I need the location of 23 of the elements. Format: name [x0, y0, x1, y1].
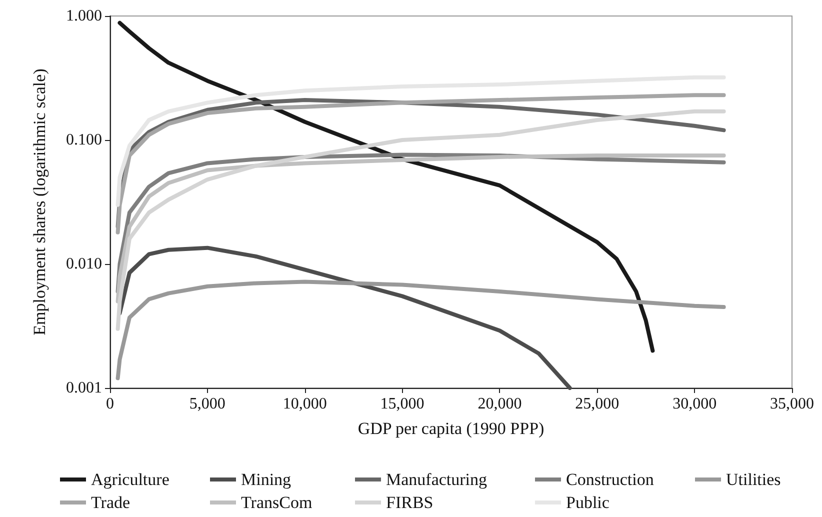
x-tick-label: 5,000 — [189, 396, 226, 412]
legend-label: Trade — [91, 493, 130, 512]
legend-label: Utilities — [726, 470, 781, 489]
legend-label: Construction — [566, 470, 654, 489]
x-tick-label: 30,000 — [672, 396, 717, 412]
legend-label: Mining — [241, 470, 292, 489]
legend-label: Manufacturing — [386, 470, 488, 489]
y-tick-label: 0.010 — [66, 256, 102, 272]
x-tick-label: 10,000 — [282, 396, 327, 412]
x-tick-label: 0 — [106, 396, 114, 412]
x-tick-label: 25,000 — [575, 396, 620, 412]
legend-label: Public — [566, 493, 610, 512]
y-tick-label: 0.100 — [66, 132, 102, 148]
x-tick-label: 20,000 — [478, 396, 522, 412]
legend-label: TransCom — [241, 493, 312, 512]
x-tick-label: 35,000 — [770, 396, 814, 412]
legend-label: Agriculture — [91, 470, 170, 489]
x-axis-title: GDP per capita (1990 PPP) — [358, 419, 544, 438]
y-tick-label: 0.001 — [66, 380, 102, 396]
legend-label: FIRBS — [386, 493, 434, 512]
y-axis-title: Employment shares (logarithmic scale) — [30, 68, 49, 336]
y-tick-label: 1.000 — [66, 8, 102, 24]
x-tick-label: 15,000 — [380, 396, 424, 412]
